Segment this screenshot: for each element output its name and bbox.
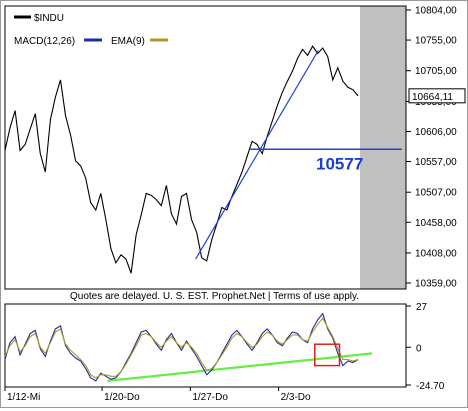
- price-y-tick-label: 10557,00: [415, 157, 457, 168]
- ema-signal-line: [4, 317, 359, 379]
- legend-macd: MACD(12,26): [14, 36, 75, 47]
- price-trendline: [195, 50, 319, 260]
- x-axis-label: 1/20-Do: [104, 392, 140, 403]
- price-y-tick-label: 10705,00: [415, 66, 457, 77]
- delayed-quotes-notice: Quotes are delayed. U. S. EST. Prophet.N…: [70, 291, 359, 302]
- legend-ema: EMA(9): [111, 36, 145, 47]
- price-y-tick-label: 10755,00: [415, 36, 457, 47]
- last-value-label: 10664,11: [412, 92, 453, 103]
- macd-trendline: [107, 352, 373, 382]
- x-axis-label: 1/27-Do: [192, 392, 228, 403]
- price-panel-border: [4, 5, 407, 290]
- price-y-tick-label: 10359,00: [415, 279, 457, 290]
- x-axis-label: 1/12-Mi: [7, 392, 40, 403]
- price-y-tick-label: 10507,00: [415, 188, 457, 199]
- after-hours-shade: [360, 6, 406, 289]
- price-y-tick-label: 10804,00: [415, 6, 457, 17]
- last-value-box: [408, 88, 466, 104]
- indicator-y-tick-label: 0: [416, 343, 422, 354]
- highlight-box: [314, 343, 341, 367]
- price-y-tick-label: 10458,00: [415, 218, 457, 229]
- price-series-line: [4, 45, 359, 274]
- indicator-y-tick-label: -24.70: [416, 381, 445, 392]
- indicator-y-tick-label: 27: [416, 302, 428, 313]
- price-y-tick-label: 10408,00: [415, 248, 457, 259]
- support-level-label: 10577: [316, 154, 363, 173]
- legend-price: $INDU: [34, 13, 64, 24]
- price-y-tick-label: 10606,00: [415, 127, 457, 138]
- x-axis-label: 2/3-Do: [281, 392, 311, 403]
